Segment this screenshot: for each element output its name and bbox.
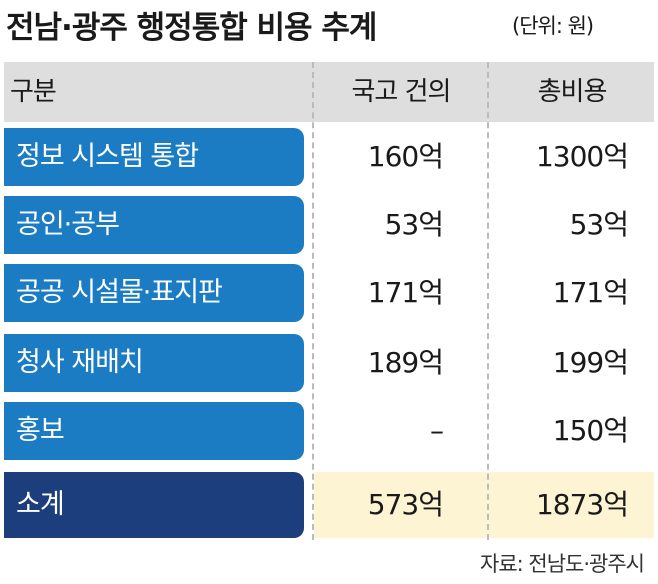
- row-label: 청사 재배치: [4, 334, 304, 392]
- total-label: 소계: [4, 472, 304, 538]
- title: 전남·광주 행정통합 비용 추계: [6, 10, 377, 46]
- row-value: 53억: [384, 208, 444, 241]
- column-header: 국고 건의: [315, 62, 487, 122]
- column-header: 구분: [10, 62, 210, 122]
- row-label: 홍보: [4, 402, 304, 460]
- row-value: 189억: [367, 346, 444, 379]
- unit: (단위: 원): [512, 14, 594, 38]
- row-value: 171억: [552, 276, 629, 309]
- column-header: 총비용: [490, 62, 654, 122]
- row-label: 공인·공부: [4, 196, 304, 254]
- source: 자료: 전남도·광주시: [480, 552, 645, 576]
- row-value: –: [430, 414, 444, 447]
- row-label: 정보 시스템 통합: [4, 128, 304, 186]
- row-value: 199억: [552, 346, 629, 379]
- row-value: 160억: [367, 140, 444, 173]
- row-value: 1300억: [535, 140, 629, 173]
- divider: [487, 62, 489, 540]
- row-value: 171억: [367, 276, 444, 309]
- row-value: 53억: [569, 208, 629, 241]
- total-value: 1873억: [535, 488, 629, 521]
- total-bg: [314, 472, 654, 538]
- row-value: 150억: [552, 414, 629, 447]
- total-value: 573억: [367, 488, 444, 521]
- row-label: 공공 시설물·표지판: [4, 264, 304, 322]
- divider: [312, 62, 314, 540]
